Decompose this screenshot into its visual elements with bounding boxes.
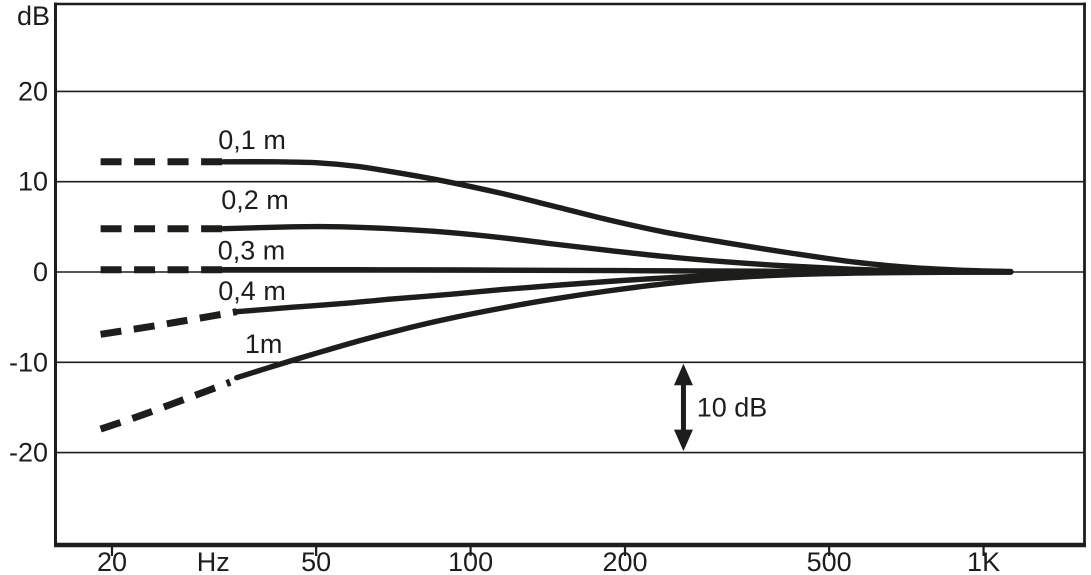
y-tick-label: -10: [9, 347, 48, 377]
x-tick-label: 1K: [967, 547, 1000, 575]
curve-label-1: 0,2 m: [221, 185, 289, 215]
x-tick-label: 500: [807, 547, 852, 575]
y-tick-label: 20: [18, 76, 48, 106]
y-tick-label: -20: [9, 438, 48, 468]
curve-label-4: 1m: [245, 329, 283, 359]
x-tick-label: 20: [97, 547, 127, 575]
curve-0-solid-segment: [220, 159, 1014, 275]
curve-4-dashed-segment: [99, 378, 232, 433]
scale-arrow-head-down-icon: [673, 429, 693, 452]
x-tick-label: 100: [448, 547, 493, 575]
y-axis-unit-label: dB: [17, 1, 50, 31]
scale-arrow-label: 10 dB: [697, 392, 768, 422]
curve-label-0: 0,1 m: [218, 125, 286, 155]
curve-label-2: 0,3 m: [218, 235, 286, 265]
x-tick-label: 50: [301, 547, 331, 575]
x-tick-label: 200: [602, 547, 647, 575]
y-tick-label: 10: [18, 167, 48, 197]
y-tick-label: 0: [33, 257, 48, 287]
scale-arrow-head-up-icon: [673, 363, 693, 386]
curve-4-solid-segment: [234, 269, 1014, 381]
x-axis-unit-label: Hz: [197, 547, 230, 575]
curve-3-solid-segment: [234, 269, 1014, 315]
curve-label-3: 0,4 m: [218, 276, 286, 306]
curve-3-dashed-segment: [100, 308, 238, 338]
